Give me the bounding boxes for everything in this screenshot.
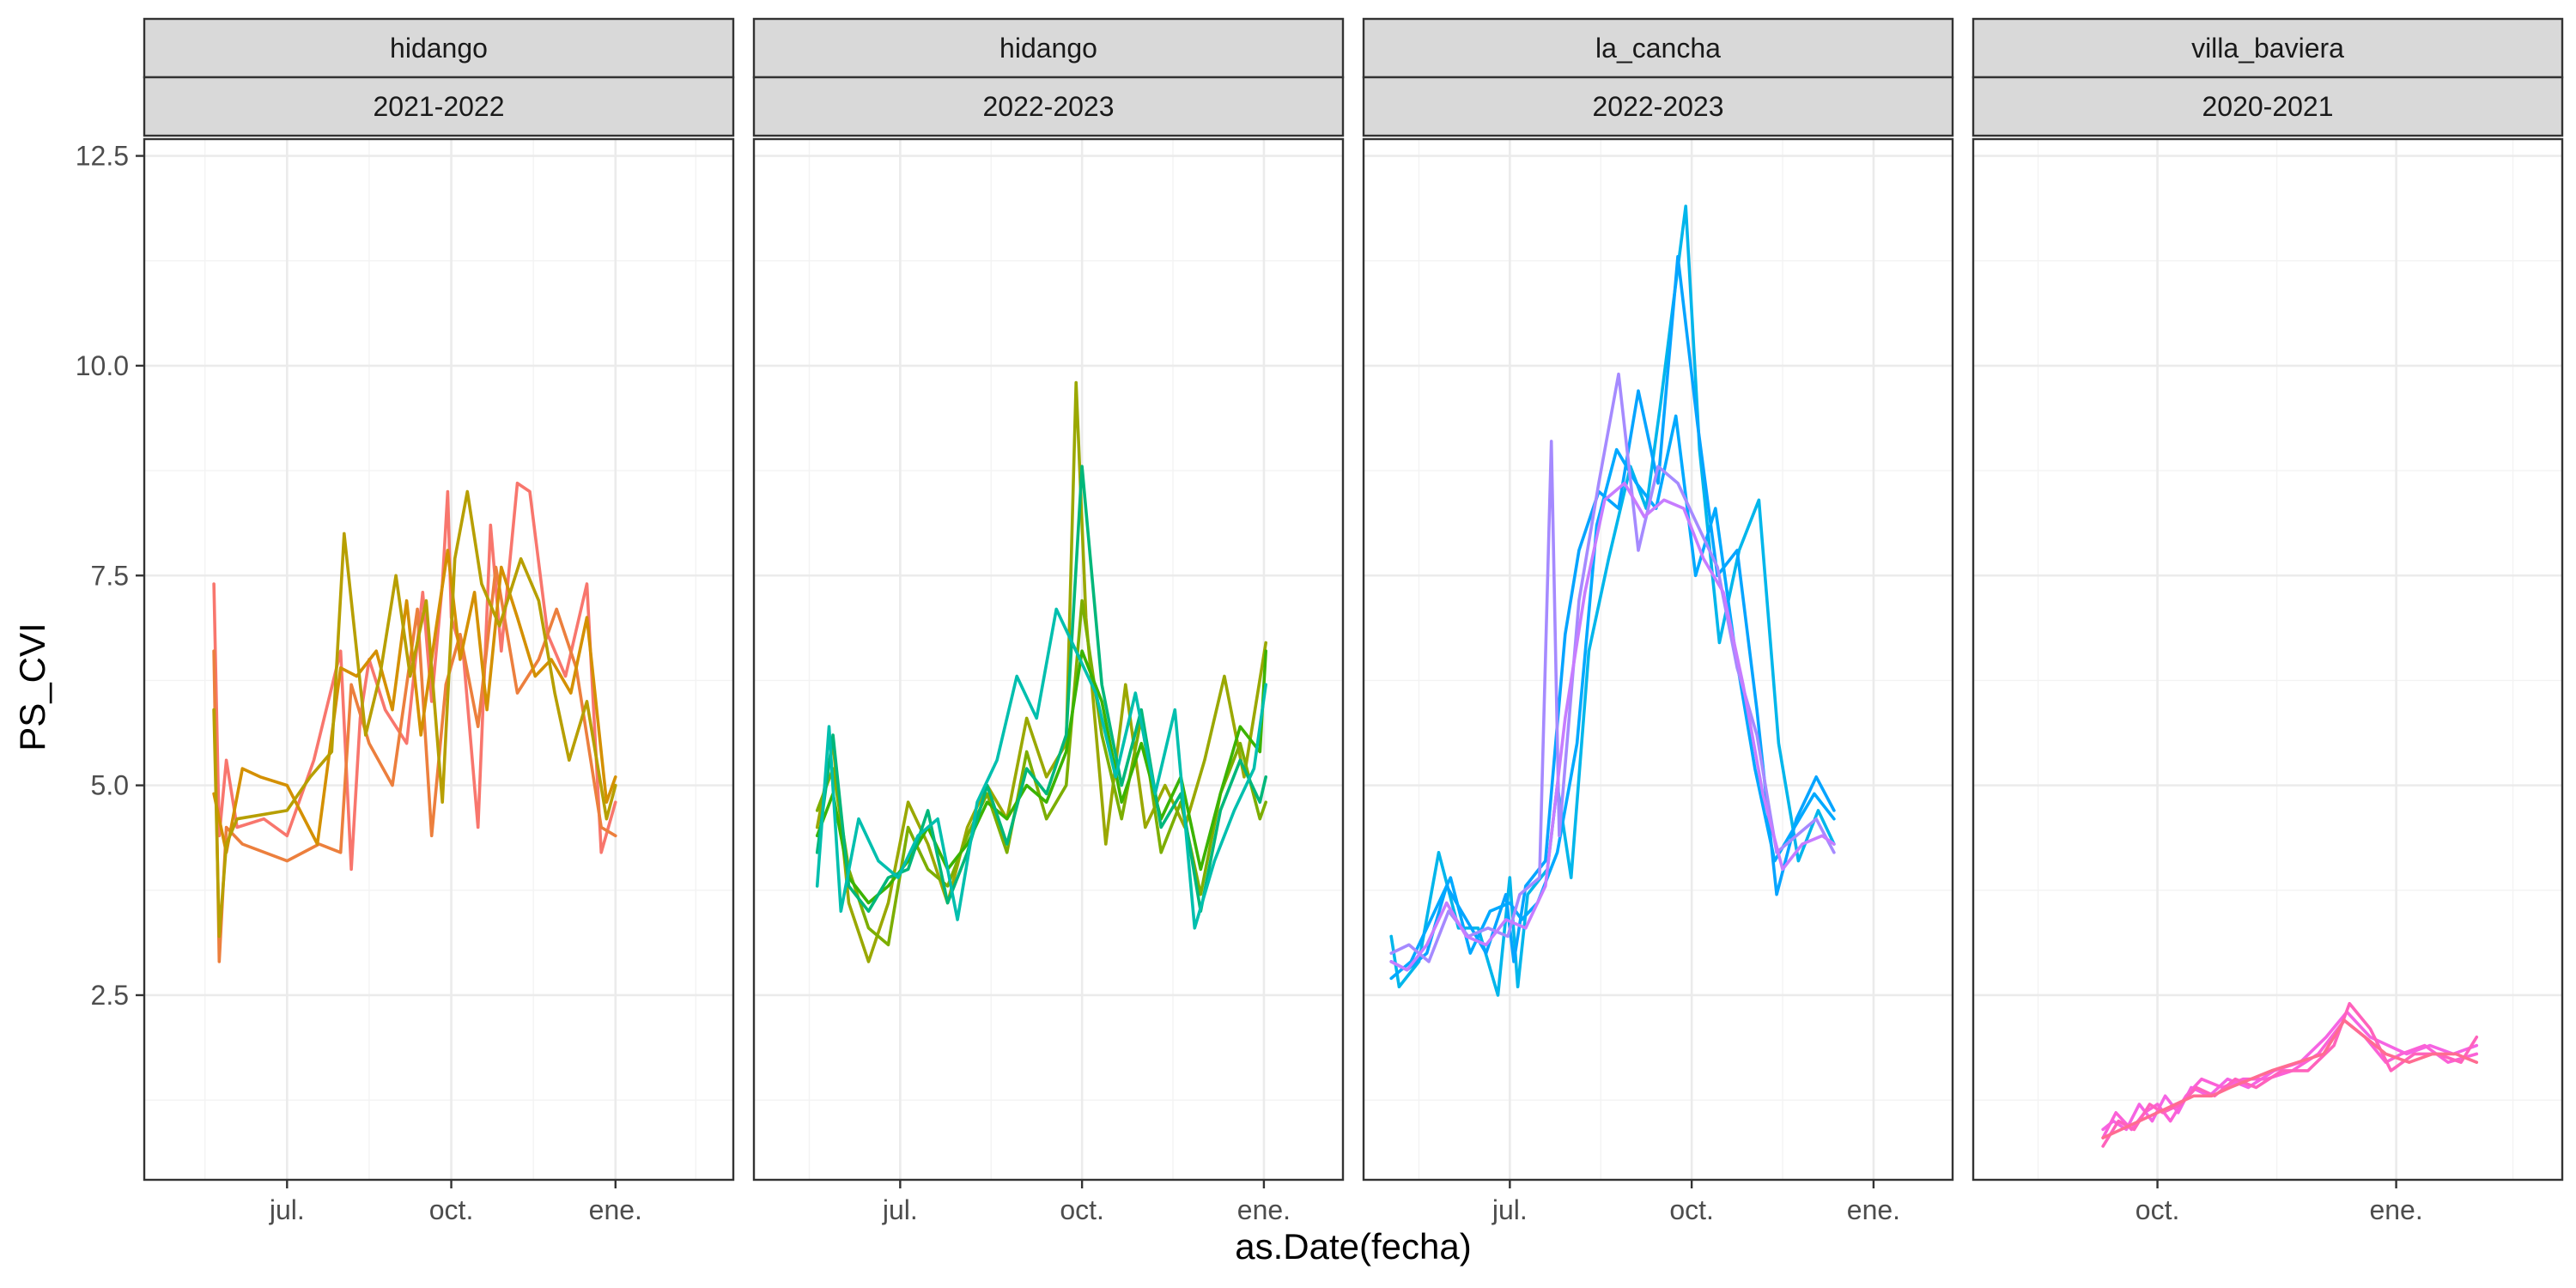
strip-bottom-1 — [143, 76, 735, 137]
series-line-3 — [212, 549, 617, 854]
strip-bottom-label: 2022-2023 — [1592, 91, 1723, 122]
y-tick-label: 7.5 — [91, 560, 129, 591]
y-tick-label: 12.5 — [76, 141, 129, 172]
strip-bottom-label: 2020-2021 — [2202, 91, 2333, 122]
panel-background — [1973, 139, 2562, 1180]
y-tick-label: 10.0 — [76, 350, 129, 381]
x-tick-label: oct. — [1669, 1194, 1714, 1225]
series-line-3 — [1389, 414, 1836, 981]
strip-top-label: hidango — [390, 33, 488, 64]
x-tick-label: ene. — [589, 1194, 642, 1225]
x-tick-label: oct. — [429, 1194, 474, 1225]
strip-top-label: la_cancha — [1595, 33, 1721, 64]
series-line-5 — [815, 607, 1267, 930]
x-tick-label: ene. — [2369, 1194, 2422, 1225]
series-line-1 — [212, 481, 617, 872]
strip-bottom-label: 2021-2022 — [373, 91, 504, 122]
series-line-3 — [815, 649, 1267, 905]
panel-background — [144, 139, 733, 1180]
strip-top-2 — [752, 17, 1345, 79]
x-axis-title: as.Date(fecha) — [1235, 1226, 1471, 1267]
panel-background — [1364, 139, 1953, 1180]
panel-1: hidango 2021-2022 jul. oct. ene. — [143, 17, 735, 1225]
panel-2: hidango 2022-2023 jul. oct. ene. — [752, 17, 1345, 1225]
panel-4: villa_baviera 2020-2021 oct. ene. — [1971, 17, 2564, 1225]
series-line-1 — [1389, 204, 1836, 997]
strip-top-3 — [1362, 17, 1954, 79]
x-tick-label: oct. — [1060, 1194, 1104, 1225]
strip-bottom-2 — [752, 76, 1345, 137]
strip-top-1 — [143, 17, 735, 79]
panel-border — [1362, 137, 1954, 1182]
series-group — [2101, 1001, 2479, 1148]
panel-3: la_cancha 2022-2023 jul. oct. ene. — [1362, 17, 1954, 1225]
series-line-4 — [212, 489, 617, 939]
x-tick-label: jul. — [1492, 1194, 1528, 1225]
series-group — [1389, 204, 1836, 997]
y-axis-title: PS_CVI — [12, 623, 52, 750]
x-tick-label: ene. — [1847, 1194, 1900, 1225]
strip-top-label: villa_baviera — [2191, 33, 2344, 64]
series-line-2 — [212, 565, 617, 963]
y-tick-label: 5.0 — [91, 770, 129, 801]
series-group — [815, 380, 1267, 963]
strip-bottom-3 — [1362, 76, 1954, 137]
panel-border — [1971, 137, 2564, 1182]
x-tick-label: jul. — [882, 1194, 918, 1225]
panel-border — [752, 137, 1345, 1182]
strip-bottom-4 — [1971, 76, 2564, 137]
strip-top-4 — [1971, 17, 2564, 79]
series-line-1 — [2101, 1010, 2479, 1132]
series-line-4 — [2101, 1018, 2479, 1139]
x-tick-label: ene. — [1237, 1194, 1291, 1225]
series-line-5 — [1389, 481, 1836, 972]
strip-bottom-label: 2022-2023 — [982, 91, 1114, 122]
series-line-3 — [2101, 1001, 2479, 1148]
panels-group: hidango 2021-2022 jul. oct. ene. hidango 2022-… — [143, 17, 2564, 1225]
x-tick-label: oct. — [2136, 1194, 2180, 1225]
y-tick-label: 2.5 — [91, 980, 129, 1011]
y-axis: 2.5 5.0 7.5 10.0 12.5 — [76, 141, 144, 1011]
series-line-2 — [815, 598, 1267, 947]
strip-top-label: hidango — [999, 33, 1097, 64]
panel-border — [143, 137, 735, 1182]
series-group — [212, 481, 617, 963]
x-tick-label: jul. — [269, 1194, 305, 1225]
